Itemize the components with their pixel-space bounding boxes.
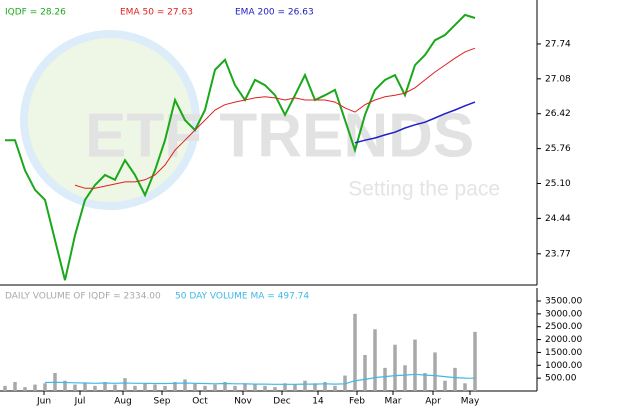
x-tick-label: Apr: [425, 397, 441, 407]
volume-bar: [173, 382, 177, 391]
volume-bar: [123, 378, 127, 391]
y-tick-label: 24.44: [545, 214, 571, 224]
y-tick-label: 1500.00: [545, 348, 582, 358]
volume-bar: [13, 382, 17, 391]
y-tick-label: 26.42: [545, 109, 571, 119]
volume-bar: [333, 385, 337, 391]
series-line: [74, 47, 476, 189]
volume-bar: [93, 385, 97, 391]
x-tick-label: Dec: [273, 397, 290, 407]
y-tick-label: 27.08: [545, 74, 571, 84]
volume-bar: [223, 382, 227, 391]
volume-bar: [133, 385, 137, 391]
series-line: [5, 13, 476, 281]
legend-entry: DAILY VOLUME OF IQDF = 2334.00: [5, 292, 161, 302]
volume-bar: [213, 384, 217, 391]
legend-entry: EMA 200 = 26.63: [235, 8, 314, 18]
volume-bar: [103, 382, 107, 391]
volume-bar: [373, 329, 377, 391]
volume-bar: [363, 355, 367, 391]
volume-bar: [163, 385, 167, 391]
x-tick-label: Jul: [74, 397, 86, 407]
watermark-circle: [20, 30, 200, 210]
volume-bar: [23, 387, 27, 391]
volume-bar: [293, 384, 297, 391]
y-tick-label: 500.00: [545, 374, 577, 384]
volume-bar: [403, 365, 407, 391]
y-tick-label: 27.74: [545, 39, 571, 49]
watermark-subtitle: Setting the pace: [348, 178, 500, 201]
volume-bar: [473, 331, 477, 391]
y-tick-label: 3500.00: [545, 297, 582, 307]
volume-bar: [433, 352, 437, 391]
volume-bar: [63, 380, 67, 391]
volume-bar: [73, 384, 77, 391]
volume-bar: [353, 313, 357, 391]
legend-entry: EMA 50 = 27.63: [120, 8, 193, 18]
x-tick-label: Nov: [234, 397, 252, 407]
x-tick-label: May: [461, 397, 480, 407]
y-tick-label: 23.77: [545, 249, 571, 259]
volume-bar: [113, 384, 117, 391]
watermark-title: ETF TRENDS: [85, 101, 474, 170]
volume-bar: [33, 384, 37, 391]
x-tick-label: Feb: [349, 397, 365, 407]
volume-bar: [413, 339, 417, 391]
legend-entry: 50 DAY VOLUME MA = 497.74: [175, 292, 309, 302]
y-tick-label: 25.76: [545, 144, 571, 154]
volume-bar: [83, 383, 87, 391]
volume-bar: [3, 385, 7, 391]
volume-bar: [263, 385, 267, 391]
volume-bar: [283, 383, 287, 391]
volume-bar: [323, 382, 327, 391]
volume-bar: [193, 383, 197, 391]
volume-bar: [463, 383, 467, 391]
legend-entry: IQDF = 28.26: [5, 8, 66, 18]
volume-bar: [183, 379, 187, 391]
volume-bar: [393, 344, 397, 391]
volume-bar: [383, 367, 387, 391]
series-line: [44, 373, 476, 385]
x-tick-label: Oct: [192, 397, 208, 407]
volume-bar: [233, 385, 237, 391]
y-tick-label: 25.10: [545, 179, 571, 189]
volume-bar: [143, 383, 147, 391]
volume-bar: [253, 384, 257, 391]
x-tick-label: Sep: [154, 397, 171, 407]
y-tick-label: 2500.00: [545, 322, 582, 332]
volume-bar: [443, 380, 447, 391]
volume-bar: [313, 383, 317, 391]
volume-bar: [423, 373, 427, 391]
volume-bar: [243, 383, 247, 391]
y-tick-label: 1000.00: [545, 361, 582, 371]
volume-bar: [303, 380, 307, 391]
volume-bar: [273, 387, 277, 391]
volume-bar: [153, 384, 157, 391]
x-tick-label: Aug: [114, 397, 132, 407]
x-tick-label: 14: [312, 397, 324, 407]
x-tick-label: Jun: [36, 397, 51, 407]
y-tick-label: 3000.00: [545, 309, 582, 319]
volume-bar: [43, 383, 47, 391]
x-tick-label: Mar: [385, 397, 402, 407]
volume-bar: [453, 367, 457, 391]
series-line: [354, 101, 476, 144]
volume-bar: [203, 385, 207, 391]
y-tick-label: 2000.00: [545, 335, 582, 345]
